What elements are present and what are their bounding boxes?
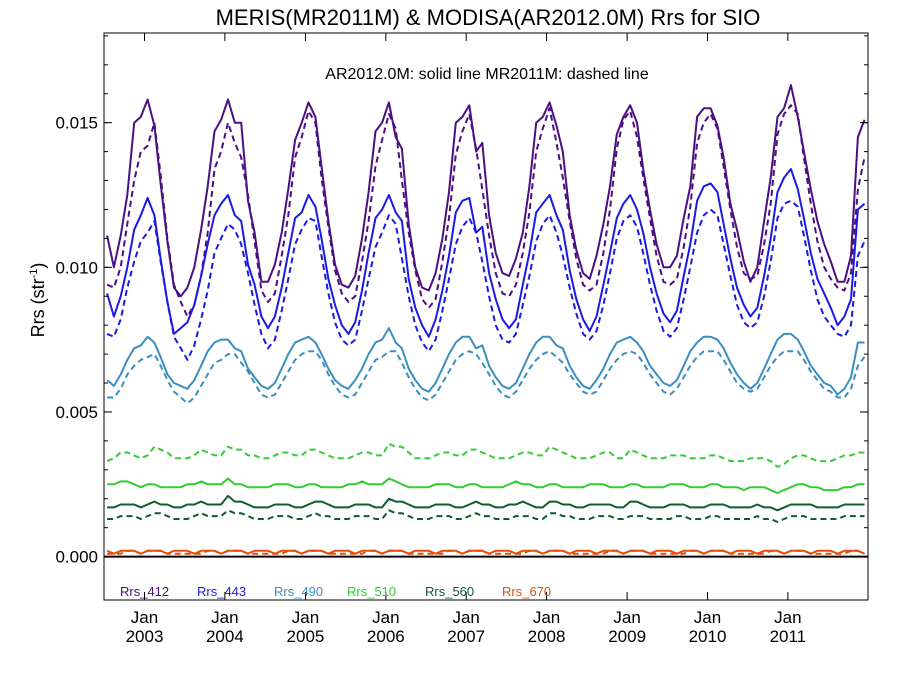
x-tick-year: 2007 xyxy=(447,627,485,646)
legend-entry-rrs-412: Rrs_412 xyxy=(120,584,169,599)
x-tick-month: Jan xyxy=(613,608,640,627)
x-tick-year: 2009 xyxy=(608,627,646,646)
x-tick-month: Jan xyxy=(372,608,399,627)
series-rrs-412-dashed xyxy=(106,104,866,318)
series-rrs-560-dashed xyxy=(107,509,865,523)
y-axis-label-close: ) xyxy=(28,263,48,269)
series-rrs-670-dashed xyxy=(107,549,865,555)
series-rrs-412-solid xyxy=(106,84,866,298)
x-tick-year: 2003 xyxy=(126,627,164,646)
x-axis: Jan2003Jan2004Jan2005Jan2006Jan2007Jan20… xyxy=(126,33,807,646)
x-tick-year: 2006 xyxy=(367,627,405,646)
x-tick-year: 2004 xyxy=(206,627,244,646)
y-tick-label: 0.005 xyxy=(55,403,98,422)
line-style-annotation: AR2012.0M: solid line MR2011M: dashed li… xyxy=(325,66,649,83)
x-tick-month: Jan xyxy=(774,608,801,627)
legend: Rrs_412 Rrs_443 Rrs_490 Rrs_510 Rrs_560 Rrs_6… xyxy=(120,584,551,599)
x-tick-month: Jan xyxy=(694,608,721,627)
x-tick-month: Jan xyxy=(533,608,560,627)
y-tick-label: 0.000 xyxy=(55,548,98,567)
y-tick-label: 0.010 xyxy=(55,258,98,277)
x-tick-month: Jan xyxy=(452,608,479,627)
x-tick-year: 2011 xyxy=(770,627,807,646)
x-tick-month: Jan xyxy=(211,608,238,627)
series-layer xyxy=(106,84,866,555)
x-tick-year: 2008 xyxy=(528,627,566,646)
x-tick-month: Jan xyxy=(131,608,158,627)
plot-frame xyxy=(103,32,869,601)
y-tick-label: 0.015 xyxy=(55,114,98,133)
legend-entry-rrs-443: Rrs_443 xyxy=(197,584,246,599)
series-rrs-443-dashed xyxy=(106,199,866,361)
y-axis: 0.000 0.005 0.010 0.015 xyxy=(55,35,868,567)
x-tick-year: 2010 xyxy=(689,627,727,646)
legend-entry-rrs-670: Rrs_670 xyxy=(502,584,551,599)
legend-entry-rrs-510: Rrs_510 xyxy=(347,584,396,599)
series-rrs-510-dashed xyxy=(106,442,865,468)
x-tick-year: 2005 xyxy=(287,627,325,646)
x-tick-month: Jan xyxy=(292,608,319,627)
y-axis-label-superscript: -1 xyxy=(28,269,40,279)
series-rrs-443-solid xyxy=(106,168,866,338)
series-rrs-490-solid xyxy=(106,327,865,396)
series-rrs-510-solid xyxy=(107,477,865,494)
series-rrs-490-dashed xyxy=(107,350,866,405)
legend-entry-rrs-490: Rrs_490 xyxy=(274,584,323,599)
legend-entry-rrs-560: Rrs_560 xyxy=(425,584,474,599)
y-axis-label: Rrs (str-1) xyxy=(28,263,48,338)
chart-title: MERIS(MR2011M) & MODISA(AR2012.0M) Rrs f… xyxy=(216,5,761,30)
series-rrs-560-solid xyxy=(107,494,865,512)
y-axis-label-text: Rrs (str xyxy=(28,278,48,337)
